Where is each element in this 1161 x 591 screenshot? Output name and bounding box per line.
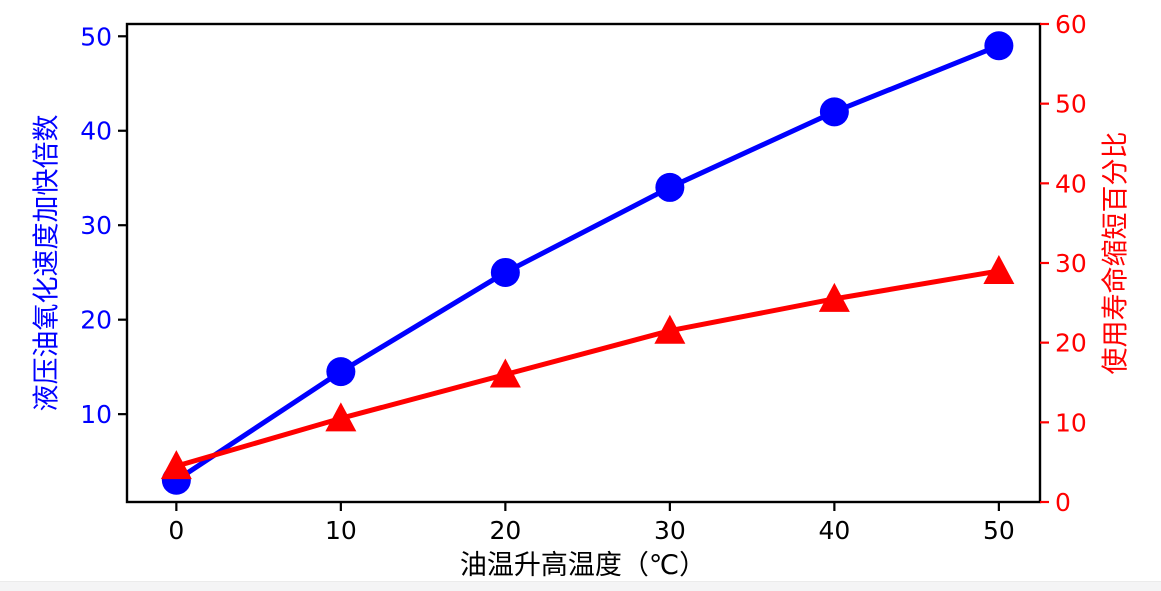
bottom-strip bbox=[0, 581, 1161, 591]
x-axis-label: 油温升高温度（℃） bbox=[459, 550, 707, 581]
left-y-axis-label: 液压油氧化速度加快倍数 bbox=[31, 114, 63, 412]
right-y-tick-label: 20 bbox=[1055, 329, 1087, 358]
right-y-tick-label: 60 bbox=[1055, 10, 1087, 39]
x-tick-label: 0 bbox=[168, 516, 184, 545]
right-y-tick-label: 0 bbox=[1055, 488, 1071, 517]
triangle-marker bbox=[325, 402, 357, 432]
left-y-tick-label: 10 bbox=[80, 400, 112, 429]
x-tick-label: 10 bbox=[325, 516, 357, 545]
circle-marker bbox=[819, 97, 849, 127]
right-y-axis-label: 使用寿命缩短百分比 bbox=[1100, 131, 1132, 375]
left-y-tick-label: 50 bbox=[80, 22, 112, 51]
left-y-tick-label: 40 bbox=[80, 117, 112, 146]
circle-marker bbox=[490, 257, 520, 287]
left-y-tick-label: 20 bbox=[80, 306, 112, 335]
series-line-right bbox=[173, 268, 1002, 469]
x-tick-label: 50 bbox=[983, 516, 1015, 545]
triangle-marker bbox=[654, 314, 686, 344]
triangle-marker bbox=[818, 282, 850, 312]
x-tick-label: 20 bbox=[489, 516, 521, 545]
series-line-left bbox=[173, 43, 1002, 483]
right-y-tick-label: 30 bbox=[1055, 249, 1087, 278]
x-tick-label: 30 bbox=[654, 516, 686, 545]
plot-border bbox=[125, 22, 1042, 504]
right-y-tick-label: 40 bbox=[1055, 169, 1087, 198]
circle-marker bbox=[655, 172, 685, 202]
right-y-tick-label: 10 bbox=[1055, 408, 1087, 437]
triangle-marker bbox=[983, 254, 1015, 284]
circle-marker bbox=[984, 31, 1014, 61]
circle-marker bbox=[326, 357, 356, 387]
left-y-tick-label: 30 bbox=[80, 211, 112, 240]
x-tick-label: 40 bbox=[818, 516, 850, 545]
triangle-marker bbox=[160, 450, 192, 480]
right-y-tick-label: 50 bbox=[1055, 90, 1087, 119]
triangle-marker bbox=[489, 358, 521, 388]
